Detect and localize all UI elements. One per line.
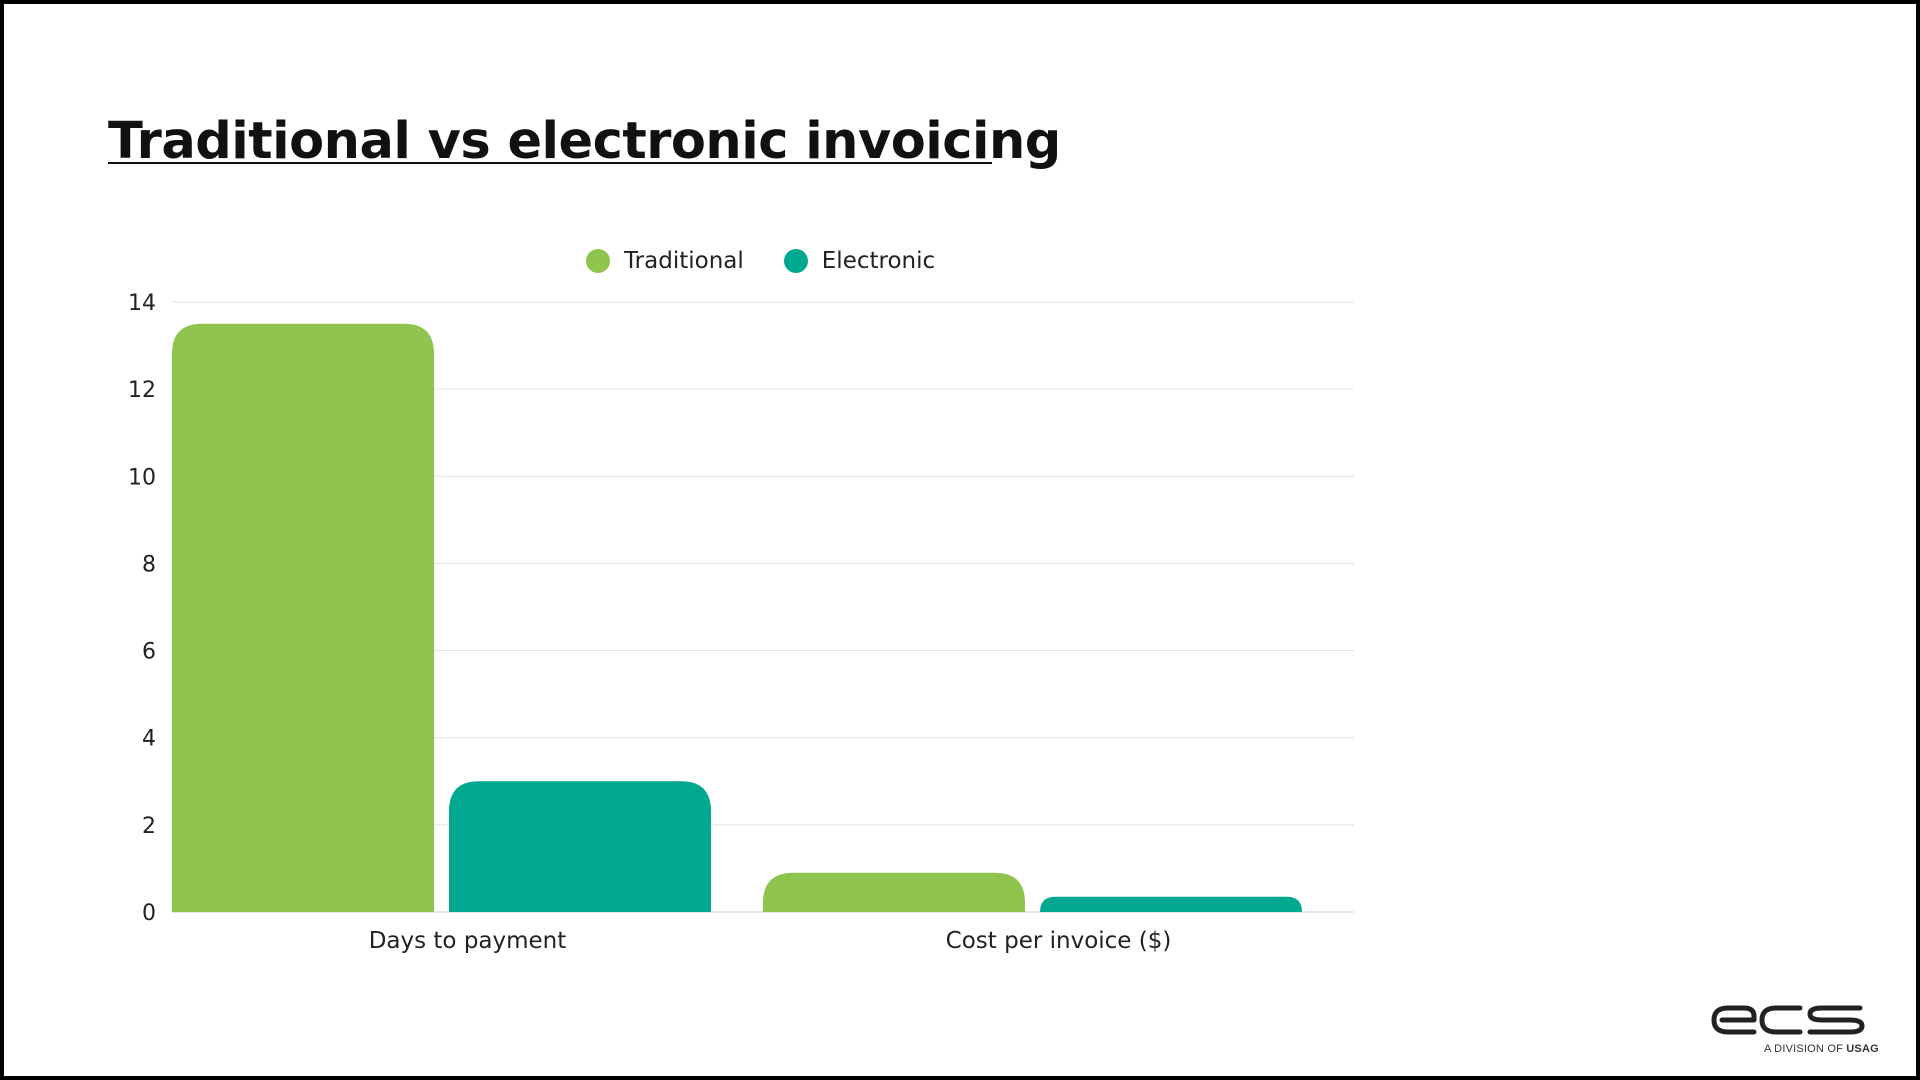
y-tick-label-0: 0 xyxy=(142,901,156,926)
legend-item-electronic: Electronic xyxy=(783,248,936,274)
ecs-logo xyxy=(1711,1005,1865,1035)
bar-traditional-1 xyxy=(763,872,1025,912)
legend-label-electronic: Electronic xyxy=(821,248,936,274)
chart-legend: Traditional Electronic xyxy=(586,248,975,274)
legend-swatch-traditional xyxy=(586,249,610,273)
logo-tagline-brand: USAG xyxy=(1846,1043,1879,1055)
x-tick-label-1: Cost per invoice ($) xyxy=(946,928,1172,954)
slide: Traditional vs electronic invoicing Trad… xyxy=(4,4,1916,1076)
legend-item-traditional: Traditional xyxy=(586,248,744,274)
logo-tagline: A DIVISION OF USAG xyxy=(1764,1043,1879,1055)
bar-chart: 0 2 4 6 8 10 12 14 Days to payment Cost per invoi… xyxy=(128,291,1354,954)
legend-label-traditional: Traditional xyxy=(624,248,744,274)
x-tick-label-0: Days to payment xyxy=(369,928,567,954)
logo-tagline-prefix: A DIVISION OF xyxy=(1764,1043,1844,1055)
y-tick-label-6: 6 xyxy=(142,640,156,665)
y-tick-label-2: 2 xyxy=(142,814,156,839)
page-title: Traditional vs electronic invoicing xyxy=(108,112,1061,171)
y-tick-label-10: 10 xyxy=(128,465,156,490)
y-tick-label-4: 4 xyxy=(142,727,156,752)
bar-electronic-1 xyxy=(1040,896,1302,912)
title-underline xyxy=(108,162,992,164)
y-tick-label-14: 14 xyxy=(128,291,156,316)
bar-traditional-0 xyxy=(172,323,434,912)
bar-electronic-0 xyxy=(449,781,711,912)
y-tick-label-12: 12 xyxy=(128,378,156,403)
y-tick-label-8: 8 xyxy=(142,552,156,577)
legend-swatch-electronic xyxy=(783,249,808,273)
